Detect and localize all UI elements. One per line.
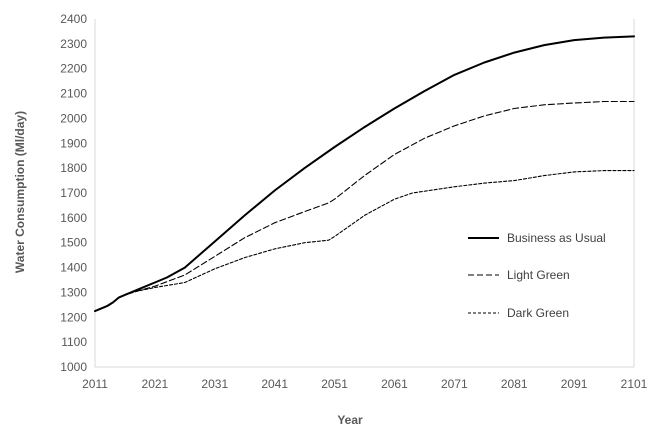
y-tick-label: 1500 bbox=[60, 236, 87, 250]
y-tick-label: 1600 bbox=[60, 211, 87, 225]
x-tick-label: 2061 bbox=[381, 377, 408, 391]
legend: Business as Usual Light Green Dark Green bbox=[468, 231, 606, 320]
x-tick-label: 2021 bbox=[142, 377, 169, 391]
x-tick-label: 2041 bbox=[261, 377, 288, 391]
x-tick-label: 2101 bbox=[621, 377, 648, 391]
y-tick-label: 1900 bbox=[60, 136, 87, 150]
y-tick-label: 1700 bbox=[60, 186, 87, 200]
x-axis-title: Year bbox=[337, 413, 363, 427]
x-axis-ticks: 2011 2021 2031 2041 2051 2061 2071 2081 2091 2101 bbox=[82, 377, 648, 391]
series-lines bbox=[94, 35, 635, 313]
x-tick-label: 2081 bbox=[501, 377, 528, 391]
x-tick-label: 2071 bbox=[441, 377, 468, 391]
series-line-business-as-usual bbox=[94, 35, 635, 313]
y-tick-label: 2100 bbox=[60, 87, 87, 101]
y-tick-label: 1000 bbox=[60, 360, 87, 374]
legend-label-dark-green: Dark Green bbox=[507, 306, 569, 320]
x-tick-label: 2011 bbox=[82, 377, 108, 391]
y-tick-label: 2000 bbox=[60, 111, 87, 125]
legend-label-business-as-usual: Business as Usual bbox=[507, 231, 606, 245]
y-tick-label: 1800 bbox=[60, 161, 87, 175]
x-tick-label: 2091 bbox=[561, 377, 588, 391]
y-axis-ticks: 1000 1100 1200 1300 1400 1500 1600 1700 1800 1900… bbox=[60, 12, 87, 374]
y-tick-label: 2300 bbox=[60, 37, 87, 51]
x-tick-label: 2031 bbox=[201, 377, 228, 391]
y-tick-label: 1200 bbox=[60, 310, 87, 324]
x-tick-label: 2051 bbox=[321, 377, 348, 391]
y-tick-label: 2400 bbox=[60, 12, 87, 26]
y-tick-label: 2200 bbox=[60, 62, 87, 76]
legend-label-light-green: Light Green bbox=[507, 268, 570, 282]
y-tick-label: 1100 bbox=[61, 335, 87, 349]
y-axis-title: Water Consumption (Ml/day) bbox=[13, 111, 27, 273]
y-tick-label: 1300 bbox=[60, 285, 87, 299]
y-tick-label: 1400 bbox=[60, 261, 87, 275]
